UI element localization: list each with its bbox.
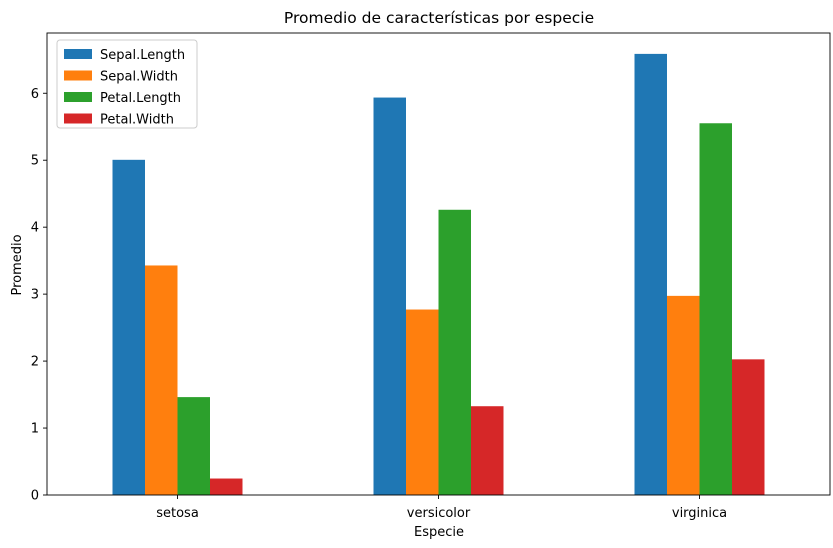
x-tick-label: setosa <box>156 506 199 521</box>
legend-swatch <box>64 49 92 59</box>
y-tick-label: 6 <box>31 87 39 102</box>
bar-sepal-width-setosa <box>145 265 178 495</box>
bar-petal-width-virginica <box>732 359 765 495</box>
bar-sepal-length-versicolor <box>373 97 406 496</box>
chart-title: Promedio de características por especie <box>284 9 594 27</box>
axes-group: 0 1 2 3 4 5 6 setosa versicolor virginica <box>31 32 831 521</box>
bar-petal-length-virginica <box>699 123 732 495</box>
legend: Sepal.Length Sepal.Width Petal.Length Petal… <box>56 39 198 129</box>
bar-sepal-width-virginica <box>667 295 700 495</box>
y-tick-label: 0 <box>31 489 39 504</box>
y-tick-label: 1 <box>31 422 39 437</box>
legend-swatch <box>64 92 92 102</box>
x-tick-label: virginica <box>672 506 727 521</box>
y-axis-title: Promedio <box>10 234 25 295</box>
bar-sepal-length-virginica <box>634 53 667 495</box>
legend-label: Sepal.Width <box>100 70 178 85</box>
bar-petal-length-versicolor <box>438 209 471 495</box>
bar-sepal-width-versicolor <box>406 309 439 495</box>
y-tick-label: 2 <box>31 355 39 370</box>
legend-box <box>56 39 198 129</box>
bar-petal-width-versicolor <box>471 406 504 495</box>
x-axis-title: Especie <box>414 525 464 540</box>
y-tick-label: 5 <box>31 154 39 169</box>
bar-petal-width-setosa <box>210 478 243 495</box>
legend-label: Petal.Width <box>100 113 174 128</box>
legend-label: Sepal.Length <box>100 48 185 63</box>
x-tick-label: versicolor <box>407 506 471 521</box>
bars-group <box>112 53 765 496</box>
legend-swatch <box>64 70 92 81</box>
y-tick-label: 4 <box>31 221 39 236</box>
legend-swatch <box>64 113 92 124</box>
bar-petal-length-setosa <box>177 397 210 495</box>
y-tick-label: 3 <box>31 288 39 303</box>
legend-label: Petal.Length <box>100 91 181 106</box>
bar-sepal-length-setosa <box>112 159 145 495</box>
